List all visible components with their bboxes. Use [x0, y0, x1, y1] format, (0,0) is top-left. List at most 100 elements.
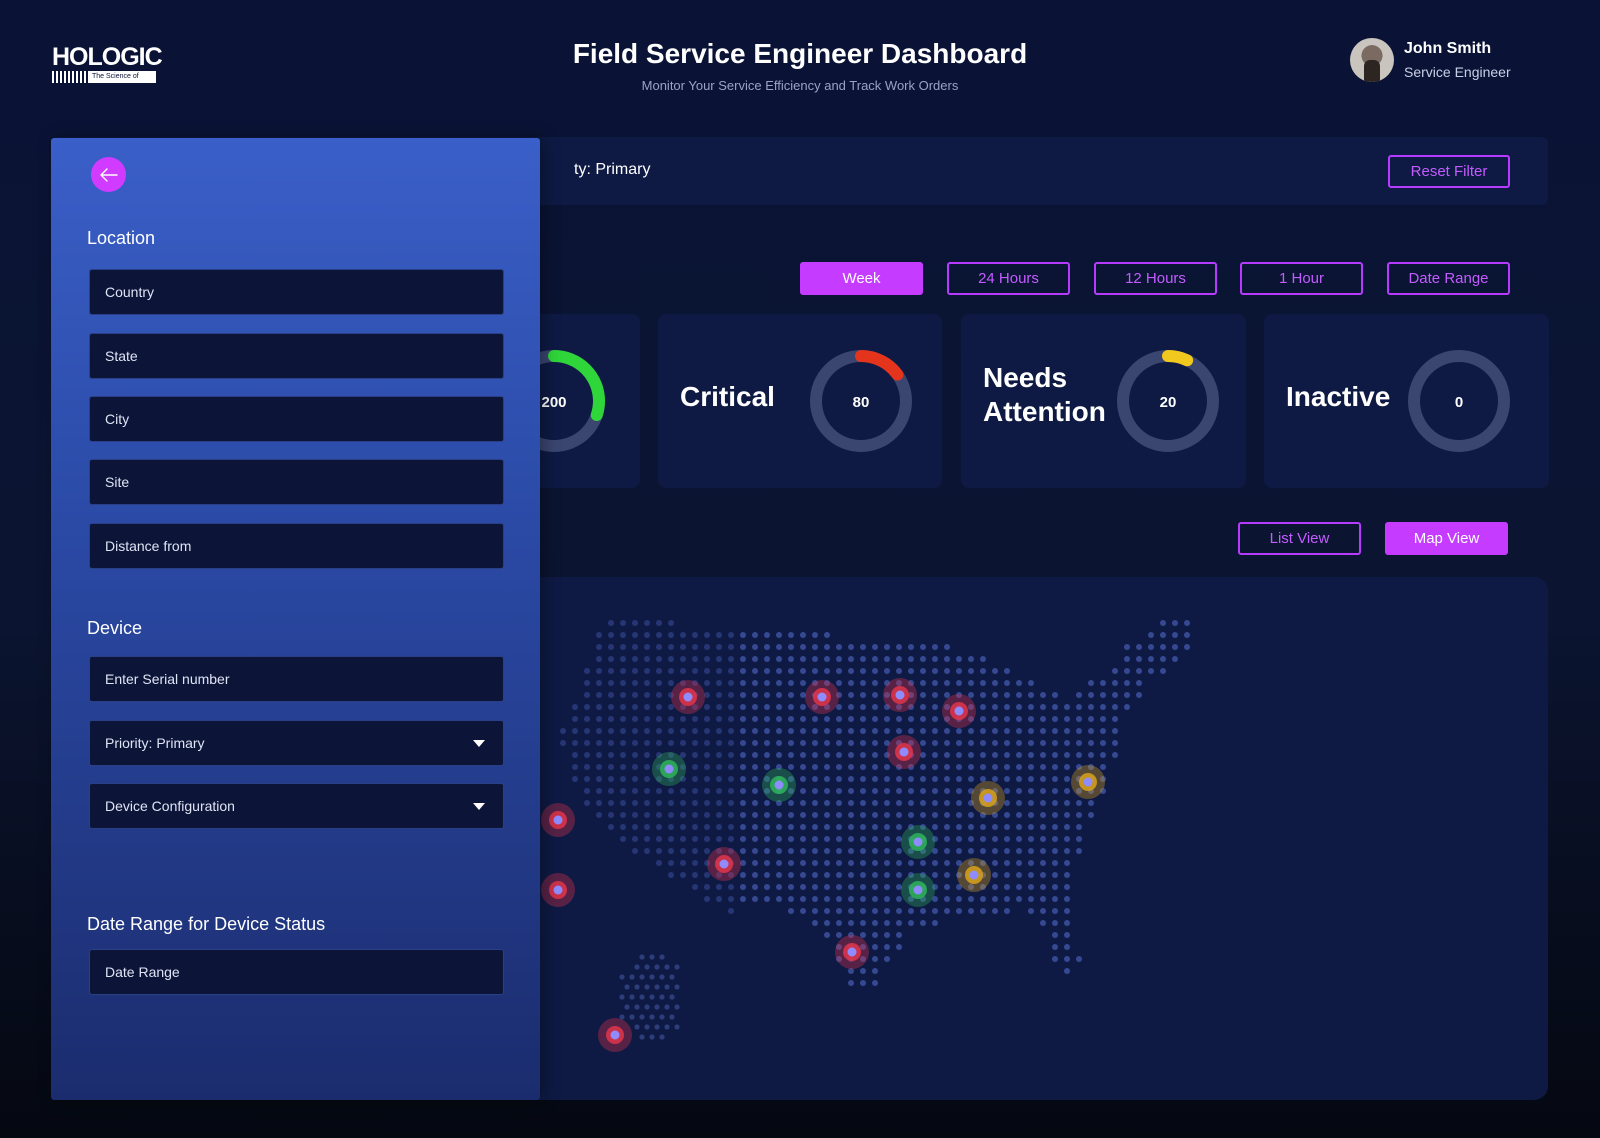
user-profile[interactable]: John Smith Service Engineer	[1350, 38, 1511, 82]
map-dot	[728, 788, 734, 794]
map-dot	[692, 644, 698, 650]
map-dot	[944, 692, 950, 698]
map-dot	[1028, 872, 1034, 878]
status-card-inactive[interactable]: Inactive 0	[1264, 314, 1549, 488]
time-filter-24-hours[interactable]: 24 Hours	[947, 262, 1070, 295]
map-dot	[992, 680, 998, 686]
map-dot	[872, 656, 878, 662]
map-dot	[608, 752, 614, 758]
map-dot	[956, 884, 962, 890]
device-marker-attention[interactable]	[1071, 765, 1105, 799]
map-dot	[1004, 692, 1010, 698]
map-dot	[800, 632, 806, 638]
device-marker-attention[interactable]	[957, 858, 991, 892]
user-role: Service Engineer	[1404, 64, 1511, 80]
map-dot	[584, 776, 590, 782]
map-dot	[632, 644, 638, 650]
priority-select[interactable]: Priority: Primary	[89, 720, 504, 766]
device-marker-critical[interactable]	[835, 935, 869, 969]
map-dot	[992, 764, 998, 770]
device-marker-critical[interactable]	[887, 735, 921, 769]
map-dot	[884, 956, 890, 962]
map-dot	[1004, 788, 1010, 794]
map-dot	[836, 836, 842, 842]
map-dot	[632, 848, 638, 854]
time-filter-week[interactable]: Week	[800, 262, 923, 295]
map-dot	[824, 668, 830, 674]
map-dot	[704, 812, 710, 818]
date-range-field[interactable]: Date Range	[89, 949, 504, 995]
site-field[interactable]: Site	[89, 459, 504, 505]
marker-core	[774, 780, 784, 790]
map-dot	[932, 860, 938, 866]
state-field[interactable]: State	[89, 333, 504, 379]
back-button[interactable]	[91, 157, 126, 192]
map-dot	[884, 836, 890, 842]
map-dot	[1088, 704, 1094, 710]
map-dot	[668, 824, 674, 830]
map-dot	[624, 984, 630, 990]
map-dot	[800, 812, 806, 818]
map-dot	[884, 764, 890, 770]
device-marker-critical[interactable]	[942, 694, 976, 728]
page-title: Field Service Engineer Dashboard	[572, 38, 1028, 69]
map-markers[interactable]	[541, 678, 1105, 1052]
map-dot	[740, 752, 746, 758]
status-card-needs-attention[interactable]: Needs Attention 20	[961, 314, 1246, 488]
device-marker-normal[interactable]	[762, 768, 796, 802]
country-field[interactable]: Country	[89, 269, 504, 315]
status-card-critical[interactable]: Critical 80	[658, 314, 942, 488]
device-marker-critical[interactable]	[541, 803, 575, 837]
device-marker-critical[interactable]	[541, 873, 575, 907]
map-dot	[884, 908, 890, 914]
map-dot	[1016, 788, 1022, 794]
serial-number-input[interactable]: Enter Serial number	[89, 656, 504, 702]
map-dot	[884, 812, 890, 818]
map-dot	[836, 656, 842, 662]
device-marker-normal[interactable]	[652, 752, 686, 786]
list-view-button[interactable]: List View	[1238, 522, 1361, 555]
map-dot	[1040, 836, 1046, 842]
device-marker-attention[interactable]	[971, 781, 1005, 815]
reset-filter-button[interactable]: Reset Filter	[1388, 155, 1510, 188]
device-configuration-select[interactable]: Device Configuration	[89, 783, 504, 829]
map-dot	[632, 716, 638, 722]
map-dot	[608, 620, 614, 626]
hologic-logo[interactable]: HOLOGIC The Science of Sure	[52, 44, 172, 90]
map-dot	[908, 812, 914, 818]
map-dot	[740, 740, 746, 746]
map-dot	[692, 776, 698, 782]
distance-from-field[interactable]: Distance from	[89, 523, 504, 569]
map-dot	[860, 848, 866, 854]
map-dot	[944, 740, 950, 746]
device-marker-critical[interactable]	[883, 678, 917, 712]
device-marker-critical[interactable]	[598, 1018, 632, 1052]
device-marker-normal[interactable]	[901, 873, 935, 907]
device-marker-normal[interactable]	[901, 825, 935, 859]
map-dot	[836, 908, 842, 914]
city-field[interactable]: City	[89, 396, 504, 442]
map-dot	[752, 656, 758, 662]
map-dot	[704, 848, 710, 854]
time-filter-1-hour[interactable]: 1 Hour	[1240, 262, 1363, 295]
time-filter-12-hours[interactable]: 12 Hours	[1094, 262, 1217, 295]
map-dot	[608, 740, 614, 746]
map-view-button[interactable]: Map View	[1385, 522, 1508, 555]
map-dot	[788, 908, 794, 914]
map-dot	[740, 728, 746, 734]
device-marker-critical[interactable]	[805, 680, 839, 714]
map-dot	[896, 884, 902, 890]
avatar[interactable]	[1350, 38, 1394, 82]
us-dot-map[interactable]	[52, 577, 1548, 1100]
map-dot	[624, 1004, 630, 1010]
map-dot	[1004, 740, 1010, 746]
map-dot	[956, 872, 962, 878]
device-marker-critical[interactable]	[707, 847, 741, 881]
device-marker-critical[interactable]	[671, 680, 705, 714]
time-filter-date-range[interactable]: Date Range	[1387, 262, 1510, 295]
map-dot	[740, 776, 746, 782]
map-dot	[1064, 824, 1070, 830]
map-dot	[1148, 656, 1154, 662]
map-dot	[584, 740, 590, 746]
map-dot	[668, 620, 674, 626]
